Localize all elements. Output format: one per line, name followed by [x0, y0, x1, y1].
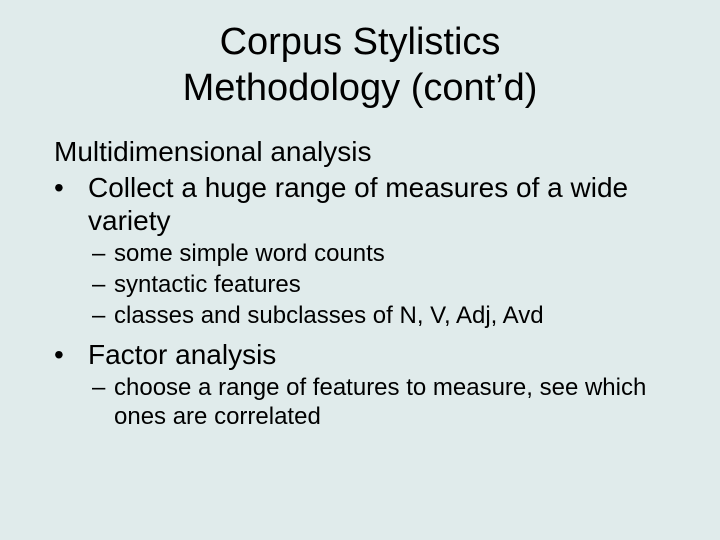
bullet-icon: •: [54, 338, 88, 372]
bullet-item: • Factor analysis: [40, 338, 680, 372]
dash-icon: –: [92, 374, 114, 432]
sub-text: some simple word counts: [114, 240, 680, 269]
dash-icon: –: [92, 302, 114, 331]
dash-icon: –: [92, 240, 114, 269]
sub-item: – syntactic features: [40, 271, 680, 300]
sub-text: syntactic features: [114, 271, 680, 300]
bullet-text: Factor analysis: [88, 338, 680, 372]
bullet-text: Collect a huge range of measures of a wi…: [88, 171, 680, 238]
slide-body: Multidimensional analysis • Collect a hu…: [40, 135, 680, 431]
sub-item: – some simple word counts: [40, 240, 680, 269]
bullet-item: • Collect a huge range of measures of a …: [40, 171, 680, 238]
sub-item: – classes and subclasses of N, V, Adj, A…: [40, 302, 680, 331]
slide: Corpus Stylistics Methodology (cont’d) M…: [0, 0, 720, 540]
sub-text: classes and subclasses of N, V, Adj, Avd: [114, 302, 680, 331]
slide-title: Corpus Stylistics Methodology (cont’d): [40, 20, 680, 111]
bullet-icon: •: [54, 171, 88, 238]
title-line-2: Methodology (cont’d): [183, 67, 538, 109]
body-heading: Multidimensional analysis: [40, 135, 680, 169]
sub-item: – choose a range of features to measure,…: [40, 374, 680, 432]
title-line-1: Corpus Stylistics: [220, 21, 501, 63]
sub-text: choose a range of features to measure, s…: [114, 374, 680, 432]
dash-icon: –: [92, 271, 114, 300]
